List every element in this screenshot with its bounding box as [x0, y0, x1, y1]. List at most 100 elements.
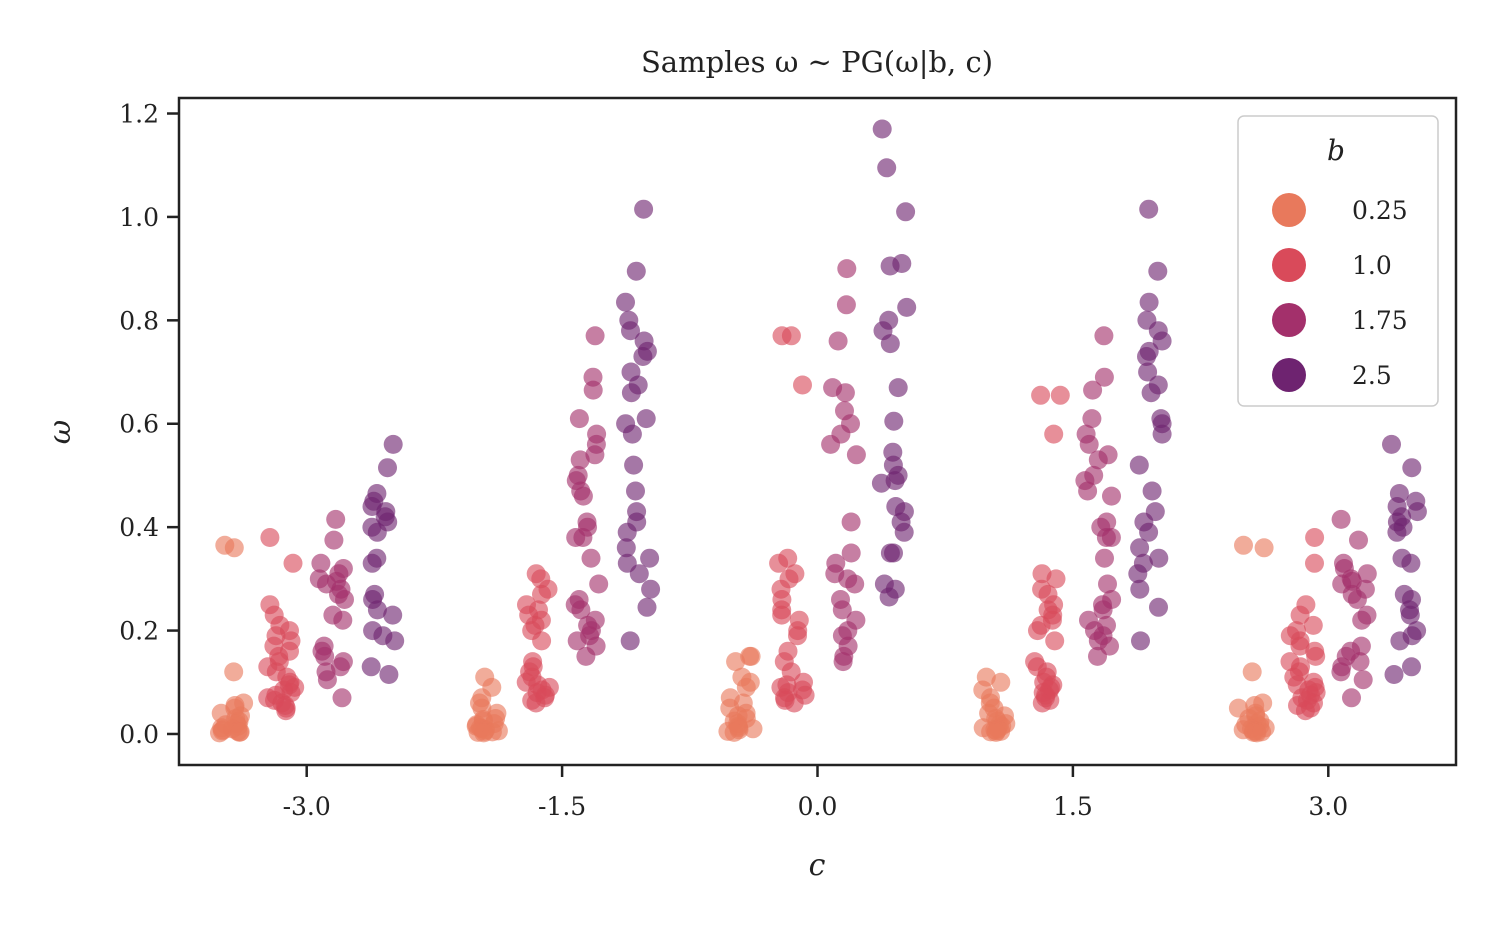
y-axis-label: ω: [43, 420, 78, 444]
legend-label: 1.75: [1352, 306, 1408, 335]
legend: b 0.25 1.0 1.75 2.5: [1237, 115, 1439, 407]
data-point: [330, 657, 350, 677]
x-axis-label: c: [809, 848, 826, 883]
data-point: [986, 722, 1006, 742]
data-point: [724, 722, 744, 742]
data-point: [1032, 693, 1052, 713]
data-point: [634, 199, 654, 219]
data-point: [1028, 621, 1047, 641]
data-point: [532, 631, 552, 651]
data-point: [835, 383, 855, 403]
data-point: [841, 512, 861, 532]
data-point: [335, 590, 354, 609]
data-point: [1102, 486, 1121, 506]
data-point: [573, 528, 593, 547]
data-point: [1390, 631, 1410, 651]
data-point: [880, 334, 900, 354]
legend-marker: [1272, 303, 1306, 337]
data-point: [326, 509, 346, 529]
data-point: [1247, 723, 1267, 743]
legend-title: b: [1327, 134, 1345, 167]
data-point: [897, 297, 917, 317]
y-tick-label: 1.0: [119, 203, 159, 232]
data-point: [1096, 528, 1116, 547]
data-point: [1031, 385, 1051, 405]
data-point: [1141, 383, 1161, 403]
data-point: [624, 455, 644, 475]
data-point: [1152, 331, 1172, 351]
data-point: [629, 564, 649, 584]
data-point: [871, 473, 891, 493]
data-point: [637, 597, 657, 617]
data-point: [317, 670, 337, 690]
x-tick-label: 0.0: [798, 792, 838, 821]
data-point: [788, 626, 807, 646]
data-point: [1139, 522, 1159, 542]
data-point: [1407, 502, 1427, 522]
data-point: [880, 256, 900, 276]
data-point: [589, 574, 609, 594]
data-point: [1254, 538, 1274, 558]
data-point: [894, 522, 914, 542]
data-point: [385, 631, 405, 651]
data-point: [570, 450, 590, 470]
data-point: [585, 445, 605, 465]
data-point: [640, 548, 660, 568]
data-point: [793, 375, 812, 395]
data-point: [1242, 662, 1262, 682]
data-point: [1331, 662, 1351, 682]
data-point: [1303, 615, 1323, 635]
data-point: [362, 553, 382, 573]
data-point: [1152, 424, 1172, 444]
data-point: [636, 409, 656, 429]
data-point: [1384, 665, 1404, 684]
data-point: [569, 409, 589, 429]
data-point: [833, 652, 853, 672]
y-axis-ticks: 0.0 0.2 0.4 0.6 0.8 1.0 1.2: [119, 100, 179, 749]
y-tick-label: 0.2: [119, 617, 159, 646]
data-point: [1088, 450, 1108, 470]
data-point: [332, 688, 352, 708]
data-point: [576, 646, 596, 666]
legend-label: 2.5: [1352, 361, 1392, 390]
data-point: [276, 701, 296, 721]
data-point: [772, 605, 792, 625]
data-point: [1148, 261, 1168, 281]
legend-marker: [1272, 248, 1306, 282]
data-point: [837, 259, 857, 279]
y-tick-label: 0.6: [119, 410, 159, 439]
data-point: [1306, 646, 1326, 666]
data-point: [583, 380, 603, 400]
data-point: [1050, 385, 1070, 405]
data-point: [1331, 509, 1351, 529]
data-point: [884, 543, 903, 563]
data-point: [1088, 646, 1107, 666]
data-point: [1149, 597, 1168, 617]
data-point: [846, 445, 866, 465]
data-point: [726, 652, 746, 672]
data-point: [1094, 326, 1114, 346]
data-point: [1130, 579, 1150, 599]
y-tick-label: 0.0: [119, 720, 159, 749]
data-point: [315, 646, 335, 666]
data-point: [210, 723, 229, 743]
x-tick-label: -3.0: [283, 792, 331, 821]
data-point: [1079, 434, 1099, 454]
data-point: [1382, 434, 1401, 454]
y-tick-label: 0.8: [119, 306, 159, 335]
data-point: [841, 543, 861, 563]
data-point: [1402, 458, 1422, 478]
x-tick-label: 1.5: [1053, 792, 1093, 821]
data-point: [622, 424, 642, 444]
data-point: [1130, 538, 1150, 558]
data-point: [1349, 530, 1368, 550]
data-point: [1353, 670, 1373, 690]
data-point: [367, 522, 387, 542]
data-point: [1139, 292, 1159, 312]
data-point: [532, 584, 551, 604]
data-point: [1142, 481, 1162, 501]
data-point: [1128, 564, 1148, 584]
data-point: [845, 574, 865, 594]
data-point: [1098, 574, 1117, 594]
